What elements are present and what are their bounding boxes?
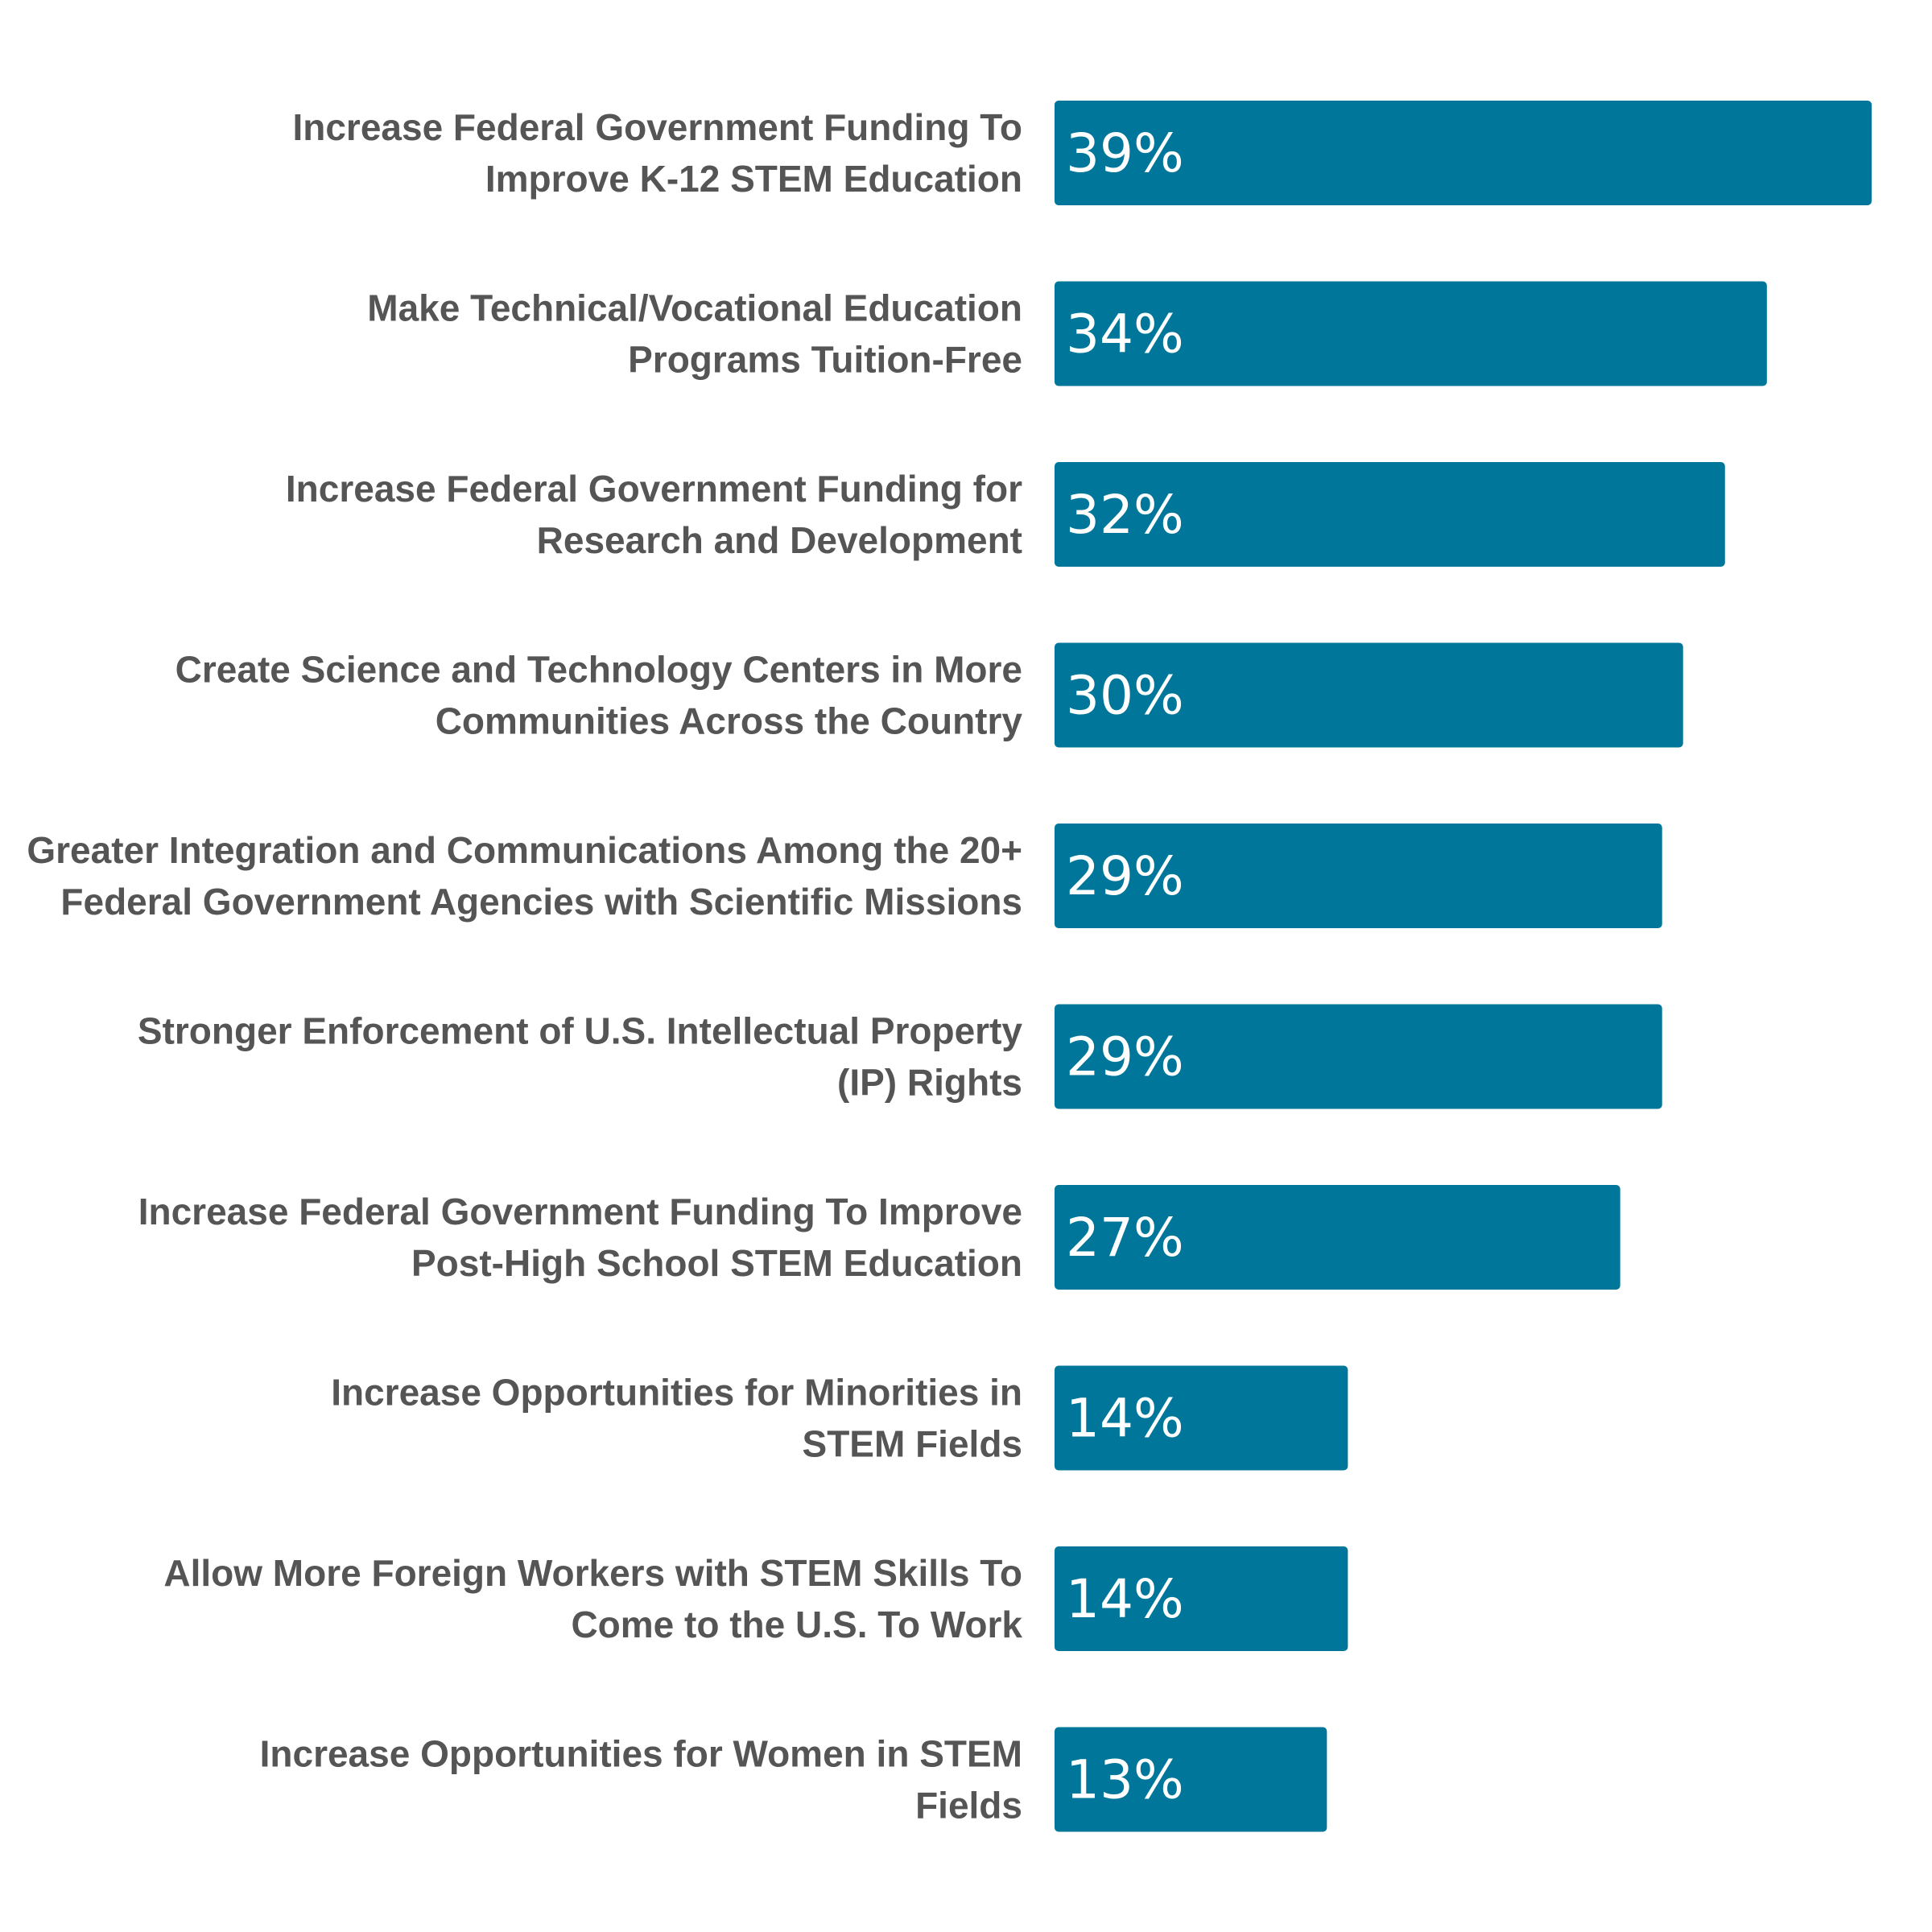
category-label-line: STEM Fields	[803, 1423, 1022, 1465]
category-label-line: Increase Federal Government Funding for	[286, 468, 1022, 510]
category-label-7: Increase Federal Government Funding To I…	[138, 1191, 1022, 1284]
category-label-6: Stronger Enforcement of U.S. Intellectua…	[138, 1010, 1022, 1104]
category-label-line: Create Science and Technology Centers in…	[175, 649, 1022, 691]
bar-9	[1055, 1546, 1348, 1651]
category-label-line: Fields	[915, 1785, 1022, 1827]
category-label-3: Increase Federal Government Funding for R…	[286, 468, 1022, 561]
bar-2	[1055, 281, 1767, 386]
category-label-line: Increase Federal Government Funding To I…	[138, 1191, 1022, 1232]
bar-value-label-1: 39%	[1066, 122, 1184, 184]
bar-6	[1055, 1004, 1662, 1109]
bar-value-label-7: 27%	[1066, 1207, 1184, 1269]
category-label-2: Make Technical/Vocational Education Progr…	[367, 287, 1022, 381]
category-label-line: Increase Opportunities for Women in STEM	[260, 1733, 1022, 1775]
category-label-line: (IP) Rights	[837, 1062, 1022, 1104]
category-label-line: Increase Federal Government Funding To	[292, 106, 1022, 148]
category-label-line: Make Technical/Vocational Education	[367, 287, 1022, 329]
category-label-line: Improve K-12 STEM Education	[485, 158, 1022, 200]
bar-5	[1055, 824, 1662, 928]
bar-value-label-9: 14%	[1066, 1568, 1184, 1630]
bar-4	[1055, 642, 1683, 748]
category-label-line: Increase Opportunities for Minorities in	[331, 1372, 1022, 1414]
category-label-4: Create Science and Technology Centers in…	[175, 649, 1023, 742]
category-label-5: Greater Integration and Communications A…	[27, 829, 1022, 923]
bar-1	[1055, 101, 1872, 205]
category-label-9: Allow More Foreign Workers with STEM Ski…	[163, 1552, 1022, 1645]
bar-value-label-4: 30%	[1066, 665, 1184, 727]
category-label-line: Programs Tuition-Free	[628, 339, 1022, 381]
category-label-line: Stronger Enforcement of U.S. Intellectua…	[138, 1010, 1022, 1052]
bar-value-label-10: 13%	[1066, 1749, 1184, 1811]
bar-7	[1055, 1185, 1620, 1290]
category-label-line: Federal Government Agencies with Scienti…	[60, 881, 1022, 923]
bar-3	[1055, 462, 1725, 567]
bar-value-label-6: 29%	[1066, 1026, 1184, 1088]
bar-value-label-8: 14%	[1066, 1388, 1184, 1450]
category-label-8: Increase Opportunities for Minorities in…	[331, 1372, 1022, 1465]
category-label-1: Increase Federal Government Funding To Im…	[292, 106, 1022, 200]
bar-value-label-3: 32%	[1066, 484, 1184, 546]
category-label-line: Allow More Foreign Workers with STEM Ski…	[163, 1552, 1022, 1594]
bar-10	[1055, 1727, 1327, 1832]
category-label-10: Increase Opportunities for Women in STEM…	[260, 1733, 1022, 1827]
bar-value-label-2: 34%	[1066, 303, 1184, 365]
category-label-line: Come to the U.S. To Work	[571, 1604, 1022, 1645]
category-label-line: Greater Integration and Communications A…	[27, 829, 1022, 871]
category-label-line: Communities Across the Country	[436, 700, 1023, 742]
bar-value-label-5: 29%	[1066, 845, 1184, 907]
category-label-line: Post-High School STEM Education	[411, 1242, 1022, 1284]
category-label-line: Research and Development	[537, 519, 1022, 561]
bar-8	[1055, 1365, 1348, 1471]
